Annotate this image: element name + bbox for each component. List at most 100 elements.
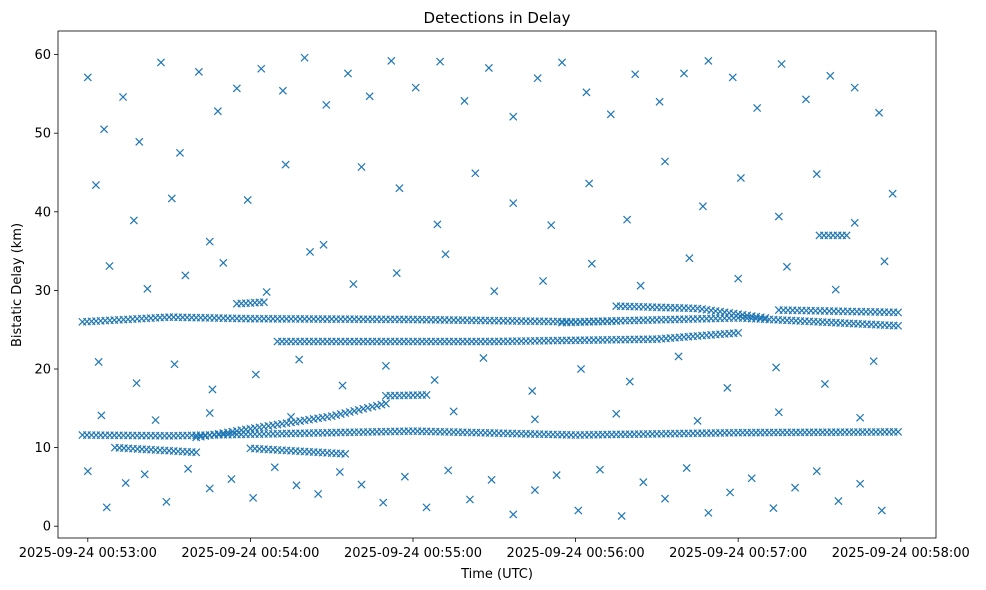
detection-marker: [181, 271, 190, 280]
detection-marker: [774, 212, 783, 221]
detection-marker: [490, 287, 499, 296]
detection-marker: [576, 364, 586, 374]
detection-marker: [625, 377, 634, 386]
detection-marker: [365, 92, 374, 101]
detection-marker: [834, 497, 843, 506]
y-tick-label: 30: [34, 284, 51, 299]
detection-marker: [343, 69, 352, 78]
detection-marker: [774, 408, 783, 417]
detection-marker: [547, 221, 556, 230]
y-tick-label: 0: [43, 520, 51, 535]
detection-marker: [156, 58, 165, 67]
y-tick-label: 20: [34, 363, 51, 378]
x-axis-label: Time (UTC): [460, 567, 533, 582]
detection-marker: [552, 471, 561, 480]
detection-marker: [484, 63, 493, 72]
detection-marker: [100, 125, 109, 134]
detection-marker: [135, 137, 144, 146]
detection-marker: [335, 467, 344, 476]
detection-marker: [479, 353, 488, 363]
detection-marker: [460, 96, 469, 105]
detection-marker: [395, 184, 404, 193]
detection-marker: [287, 412, 296, 421]
detection-marker: [170, 360, 179, 369]
x-tick-label: 2025-09-24 00:55:00: [344, 546, 482, 561]
track-marker: [734, 328, 743, 337]
detection-marker: [574, 506, 583, 515]
detection-marker: [251, 370, 260, 379]
detection-marker: [441, 250, 450, 259]
plot-area: [57, 30, 937, 539]
detection-marker: [449, 407, 458, 416]
detection-marker: [728, 73, 737, 82]
detection-marker: [83, 73, 92, 82]
detection-marker: [121, 478, 130, 488]
detection-marker: [349, 280, 358, 289]
detection-marker: [530, 486, 539, 495]
detection-marker: [162, 497, 171, 506]
detection-marker: [539, 276, 548, 285]
detection-marker: [102, 503, 111, 512]
track-marker: [612, 317, 621, 326]
detection-marker: [205, 237, 214, 246]
detection-marker: [820, 379, 829, 388]
detection-marker: [465, 495, 474, 504]
detection-marker: [94, 357, 103, 366]
detection-marker: [433, 220, 442, 229]
detection-marker: [558, 58, 567, 67]
detection-marker: [105, 262, 114, 271]
detection-marker: [357, 480, 366, 489]
detection-marker: [850, 218, 859, 227]
detection-marker: [769, 504, 778, 513]
track-marker: [341, 449, 350, 458]
detection-marker: [338, 381, 347, 390]
y-tick-label: 60: [34, 48, 51, 63]
detection-marker: [205, 484, 214, 493]
detection-marker: [772, 363, 781, 372]
detection-marker: [257, 64, 266, 73]
detection-marker: [660, 157, 670, 166]
detection-marker: [305, 247, 315, 256]
detection-marker: [736, 173, 745, 183]
detection-marker: [595, 465, 604, 474]
detection-marker: [314, 489, 323, 499]
y-tick-label: 10: [34, 441, 51, 456]
detection-marker: [636, 281, 645, 290]
detection-marker: [292, 481, 301, 490]
detection-marker: [530, 415, 539, 424]
detection-marker: [436, 57, 445, 66]
detection-marker: [295, 355, 304, 364]
detection-marker: [587, 259, 596, 268]
detection-marker: [869, 357, 878, 366]
detection-marker: [471, 169, 480, 178]
track-marker: [422, 390, 431, 399]
detection-marker: [528, 386, 537, 396]
detection-marker: [856, 479, 865, 488]
detection-marker: [888, 189, 897, 198]
detection-marker: [422, 503, 431, 512]
x-tick-label: 2025-09-24 00:57:00: [669, 546, 807, 561]
detection-marker: [582, 88, 591, 97]
detection-marker: [753, 104, 762, 113]
detection-marker: [617, 511, 626, 521]
detection-marker: [698, 202, 707, 211]
detection-marker: [97, 411, 106, 420]
detection-marker: [91, 181, 100, 190]
detection-marker: [143, 284, 152, 293]
track-marker: [381, 399, 390, 408]
detection-marker: [723, 383, 732, 392]
track-marker: [842, 231, 851, 240]
detection-marker: [319, 240, 328, 249]
track-marker: [894, 427, 903, 436]
detection-marker: [322, 100, 331, 109]
detection-marker: [243, 195, 252, 205]
detection-marker: [430, 375, 439, 385]
detection-marker: [184, 464, 193, 473]
detection-marker: [875, 108, 884, 117]
detection-marker: [812, 170, 821, 179]
detection-marker: [877, 506, 886, 515]
detection-marker: [831, 285, 840, 294]
detection-marker: [387, 56, 396, 65]
track-marker: [259, 298, 268, 307]
detection-marker: [270, 463, 279, 472]
